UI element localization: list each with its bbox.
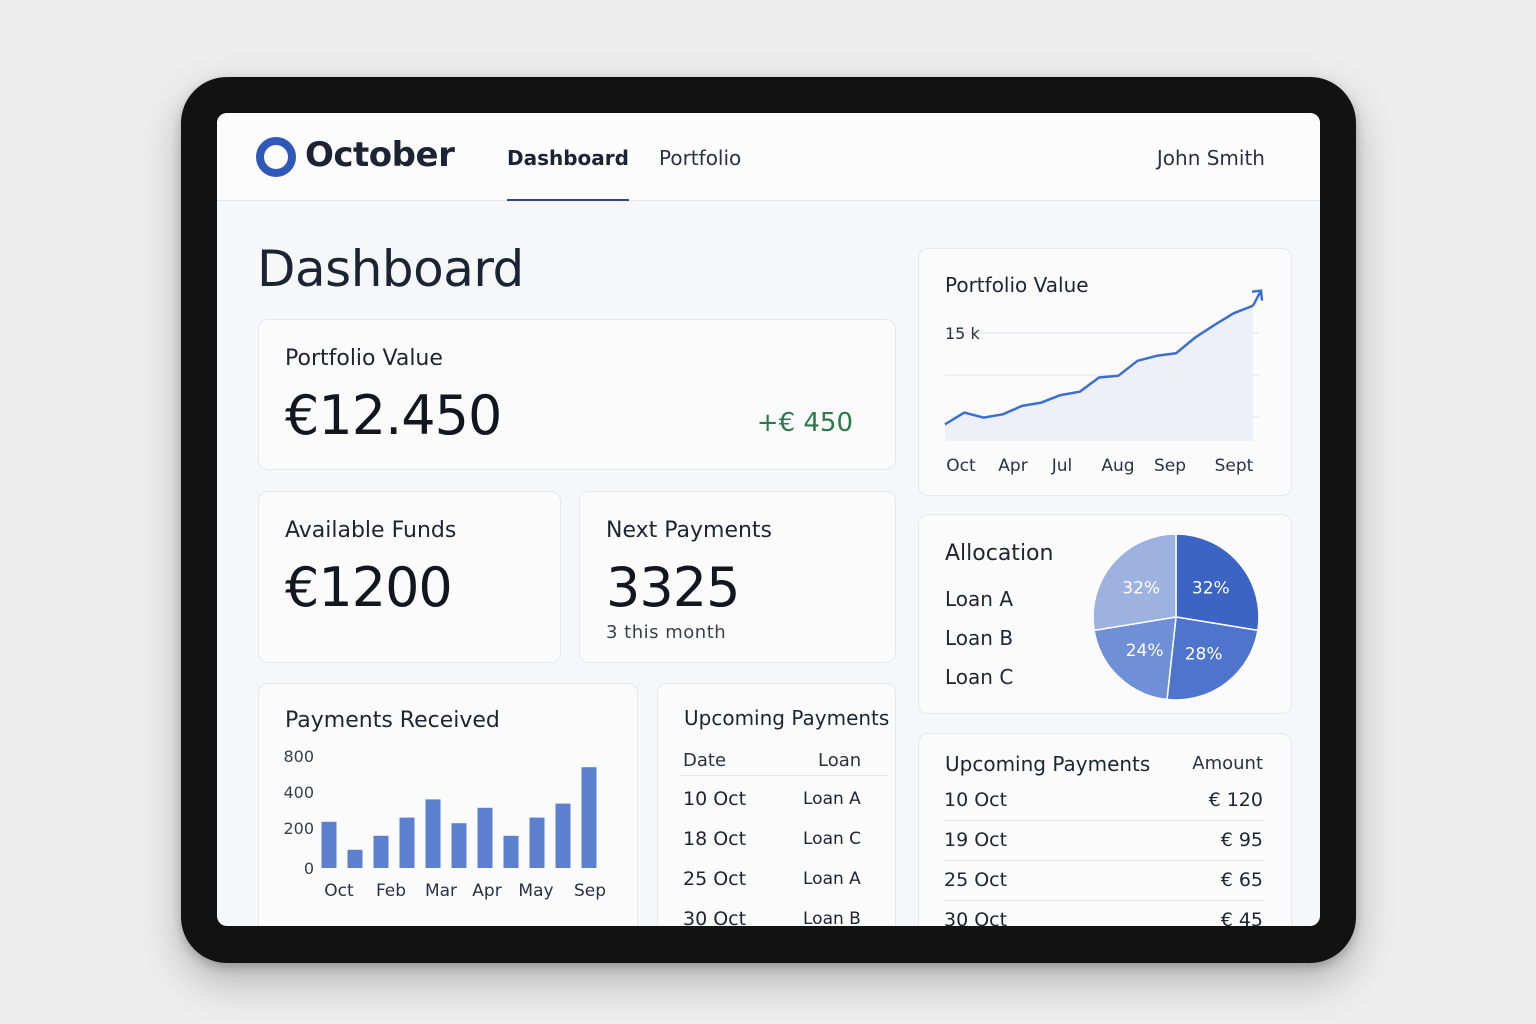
allocation-pie-chart: 32% 28% 24% 32% xyxy=(1092,533,1260,701)
y-tick-label: 800 xyxy=(283,747,314,766)
portfolio-value: €12.450 xyxy=(285,384,502,447)
header-divider xyxy=(680,775,888,776)
upcoming-payments-loans-card: Upcoming Payments Date Loan 10 Oct Loan A… xyxy=(657,683,896,926)
row-divider xyxy=(944,860,1264,861)
x-tick-label: Apr xyxy=(472,881,501,901)
x-tick-label: Mar xyxy=(425,881,457,901)
bar[interactable] xyxy=(529,817,545,868)
table-cell-loan[interactable]: Loan A xyxy=(803,869,861,889)
logo-ring-icon xyxy=(256,137,296,177)
row-divider xyxy=(944,900,1264,901)
nav-tab-dashboard[interactable]: Dashboard xyxy=(507,146,629,201)
x-tick-label: Sep xyxy=(1154,456,1186,476)
table-cell-amount: € 120 xyxy=(1208,789,1263,811)
brand-name[interactable]: October xyxy=(305,135,455,175)
table-cell-loan[interactable]: Loan C xyxy=(803,829,862,849)
allocation-card: Allocation Loan A Loan B Loan C 32% 28% 24… xyxy=(918,514,1292,714)
table-title: Upcoming Payments xyxy=(684,706,890,730)
next-payments-subtext: 3 this month xyxy=(606,622,727,643)
x-tick-label: May xyxy=(518,881,553,901)
pie-slice-label: 24% xyxy=(1126,641,1164,661)
bar[interactable] xyxy=(451,823,467,868)
table-cell-date: 10 Oct xyxy=(944,789,1008,811)
card-label: Next Payments xyxy=(606,518,773,543)
y-tick-label: 400 xyxy=(283,783,314,802)
table-cell-date: 18 Oct xyxy=(683,828,747,850)
x-tick-label: Oct xyxy=(324,881,354,901)
y-tick-label: 15 k xyxy=(945,324,980,343)
table-cell-amount: € 45 xyxy=(1220,909,1263,926)
bar[interactable] xyxy=(477,807,493,868)
table-title: Upcoming Payments xyxy=(945,752,1151,776)
next-payments-card[interactable]: Next Payments 3325 3 this month xyxy=(579,491,896,663)
nav-tab-portfolio[interactable]: Portfolio xyxy=(659,146,742,170)
chart-title: Portfolio Value xyxy=(945,273,1089,297)
bar[interactable] xyxy=(321,821,337,868)
column-header-date: Date xyxy=(683,750,727,771)
portfolio-value-chart-card: Portfolio Value 15 k Oct Apr Jul Aug Sep Sept xyxy=(918,248,1292,496)
pie-slice-label: 32% xyxy=(1192,578,1230,598)
table-cell-loan[interactable]: Loan A xyxy=(803,789,861,809)
x-tick-label: Oct xyxy=(946,456,976,476)
bar[interactable] xyxy=(347,849,363,868)
portfolio-value-chart: 15 k Oct Apr Jul Aug Sep Sept xyxy=(944,289,1264,476)
y-tick-label: 0 xyxy=(304,859,314,878)
table-cell-date: 30 Oct xyxy=(944,909,1008,926)
page-title: Dashboard xyxy=(257,240,524,298)
x-tick-label: Feb xyxy=(376,881,406,901)
table-cell-date: 25 Oct xyxy=(683,868,747,890)
next-payments-value: 3325 xyxy=(606,556,740,619)
column-header-loan: Loan xyxy=(818,750,862,771)
trend-arrowhead-icon xyxy=(1251,289,1264,301)
pie-slice[interactable] xyxy=(1175,533,1260,632)
column-header-amount: Amount xyxy=(1192,753,1263,774)
payments-received-chart: 800 400 200 0 Oct Feb Mar Apr May Sep xyxy=(283,747,606,901)
row-divider xyxy=(944,820,1264,821)
x-tick-label: Apr xyxy=(998,456,1027,476)
user-name-menu[interactable]: John Smith xyxy=(1156,146,1265,170)
bar[interactable] xyxy=(503,835,519,868)
table-cell-date: 30 Oct xyxy=(683,908,747,926)
upcoming-payments-amounts-card: Upcoming Payments Amount 10 Oct € 120 19 O… xyxy=(918,733,1292,926)
x-tick-label: Sep xyxy=(574,881,606,901)
portfolio-value-card[interactable]: Portfolio Value €12.450 +€ 450 xyxy=(258,319,896,470)
bar[interactable] xyxy=(555,803,571,868)
x-tick-label: Sept xyxy=(1215,456,1254,476)
payments-received-card: Payments Received 800 400 200 0 Oct Feb Mar Apr… xyxy=(258,683,638,926)
bar[interactable] xyxy=(373,835,389,868)
x-tick-label: Aug xyxy=(1101,456,1134,476)
table-cell-loan[interactable]: Loan B xyxy=(803,909,861,926)
allocation-item-loan-b[interactable]: Loan B xyxy=(945,626,1014,650)
table-cell-amount: € 65 xyxy=(1220,869,1263,891)
card-label: Available Funds xyxy=(285,518,457,543)
table-cell-date: 25 Oct xyxy=(944,869,1008,891)
portfolio-change: +€ 450 xyxy=(756,408,853,438)
y-tick-label: 200 xyxy=(283,819,314,838)
area-fill xyxy=(945,305,1253,441)
allocation-item-loan-c[interactable]: Loan C xyxy=(945,665,1014,689)
pie-slice[interactable] xyxy=(1092,533,1177,632)
bar[interactable] xyxy=(425,799,441,868)
table-cell-date: 19 Oct xyxy=(944,829,1008,851)
available-funds-value: €1200 xyxy=(285,556,453,619)
trend-arrow-icon xyxy=(1251,290,1263,307)
allocation-title: Allocation xyxy=(945,541,1054,566)
screen: October Dashboard Portfolio John Smith D… xyxy=(217,113,1320,926)
series-line xyxy=(944,304,1254,426)
table-cell-date: 10 Oct xyxy=(683,788,747,810)
allocation-item-loan-a[interactable]: Loan A xyxy=(945,587,1013,611)
pie-slice-label: 32% xyxy=(1122,578,1160,598)
pie-slice[interactable] xyxy=(1093,616,1177,701)
card-label: Portfolio Value xyxy=(285,346,443,371)
bar[interactable] xyxy=(581,767,597,868)
available-funds-card[interactable]: Available Funds €1200 xyxy=(258,491,561,663)
pie-slice-label: 28% xyxy=(1185,644,1223,664)
x-tick-label: Jul xyxy=(1051,456,1073,476)
top-navigation-bar: October Dashboard Portfolio John Smith xyxy=(217,113,1320,201)
pie-slice[interactable] xyxy=(1166,616,1259,701)
chart-title: Payments Received xyxy=(285,708,500,733)
table-cell-amount: € 95 xyxy=(1220,829,1263,851)
bar[interactable] xyxy=(399,817,415,868)
